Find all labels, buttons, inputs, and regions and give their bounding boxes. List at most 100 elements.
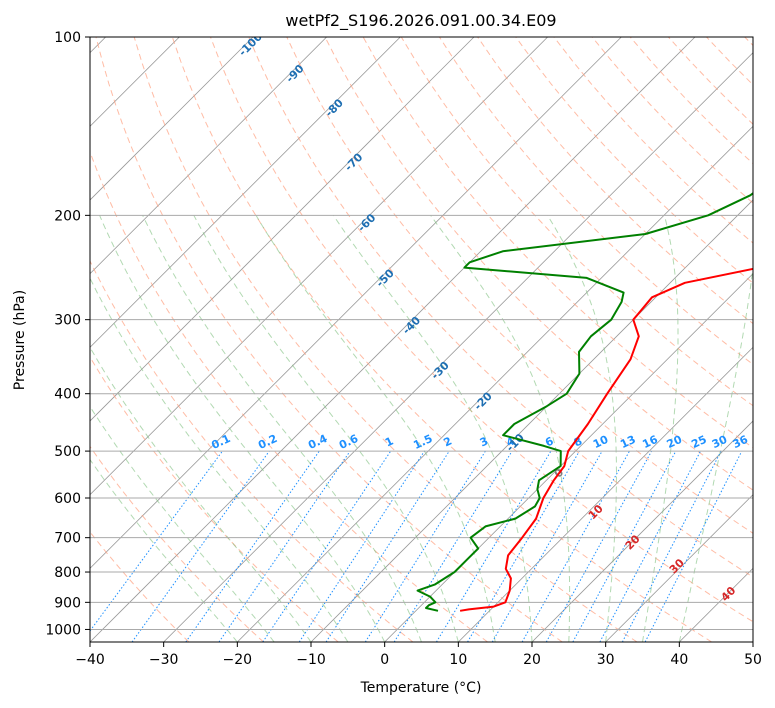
dry-adiabat-line [210, 37, 753, 623]
mixing-ratio-line [545, 450, 653, 642]
isotherm-line [752, 641, 753, 642]
y-tick-label: 700 [54, 531, 81, 547]
y-tick-label: 900 [54, 595, 81, 611]
moist-adiabat-line [90, 277, 349, 642]
isotherm-line [90, 37, 254, 201]
dry-adiabat-line [668, 37, 753, 125]
dry-adiabat-line [553, 37, 753, 244]
isotherm-line [679, 567, 753, 642]
mixing-ratio-label: 30 [710, 433, 730, 451]
y-axis-title: Pressure (hPa) [12, 290, 28, 390]
isotherm-label: -30 [429, 359, 452, 382]
dry-adiabat-line [90, 445, 264, 642]
dry-adiabat-line [515, 37, 753, 284]
mixing-ratio-line [262, 450, 392, 642]
mixing-ratio-line [185, 450, 320, 642]
mixing-ratio-line [572, 450, 677, 642]
moist-adiabat-line [332, 215, 533, 642]
moist-adiabat-line [193, 215, 459, 642]
isotherm-line [90, 37, 622, 569]
x-tick-label: 0 [380, 652, 389, 668]
y-tick-label: 200 [54, 208, 81, 224]
moist-adiabat-line [142, 215, 422, 642]
y-tick-label: 300 [54, 313, 81, 329]
mixing-ratio-label: 13 [618, 433, 637, 451]
mixing-ratio-label: 3 [478, 434, 490, 449]
isotherm-line [310, 199, 753, 642]
dry-adiabat-line [706, 37, 753, 86]
isotherm-label: -60 [355, 211, 378, 234]
dry-adiabat-line [286, 37, 753, 534]
isotherm-line [531, 420, 753, 642]
isotherm-line [90, 37, 696, 642]
isotherm-line [90, 37, 475, 422]
isotherm-line [90, 37, 401, 348]
isotherm-label: -80 [323, 96, 346, 119]
wet-bulb-label: 20 [623, 532, 643, 552]
x-axis: −40 −30 −20 −10 0 10 20 30 40 50 [75, 642, 762, 668]
mixing-ratio-line [90, 450, 223, 632]
isotherm-label: -90 [283, 62, 306, 85]
x-tick-label: 20 [523, 652, 541, 668]
mixing-ratio-label: 0.1 [209, 432, 232, 452]
dry-adiabat-line [324, 37, 753, 491]
dry-adiabat-line [90, 150, 488, 642]
isotherm-line [605, 494, 753, 642]
mixing-ratio-line [644, 450, 743, 642]
x-tick-label: −40 [75, 652, 105, 668]
moist-adiabat-line [642, 215, 679, 642]
moist-adiabat-line [678, 264, 753, 642]
isotherm-line [384, 273, 753, 642]
y-tick-label: 500 [54, 444, 81, 460]
plot-area: 0.1 0.2 0.4 0.6 1 1.5 2 3 4 6 8 10 13 16 20 25 30 36-100-… [90, 30, 753, 642]
isotherm-line [90, 37, 548, 496]
isotherm-label: -100 [236, 30, 265, 59]
wet-bulb-label: 10 [586, 502, 606, 522]
mixing-ratio-line [621, 450, 722, 642]
isotherm-line [163, 52, 753, 642]
isotherm-label: -50 [374, 266, 397, 289]
moist-adiabat-line [90, 458, 238, 642]
dry-adiabat-line [248, 37, 753, 578]
mixing-ratio-line [521, 450, 630, 642]
temperature-profile-line [459, 267, 753, 612]
dry-adiabat-line [438, 37, 753, 366]
dry-adiabat-line [591, 37, 753, 204]
moist-adiabat-line [430, 215, 571, 642]
dry-adiabat-line [95, 37, 563, 642]
x-tick-label: 50 [744, 652, 762, 668]
dry-adiabat-line [171, 37, 712, 642]
wet-bulb-label: 30 [667, 556, 687, 576]
moist-adiabat-line [99, 215, 386, 642]
x-tick-label: −10 [296, 652, 326, 668]
x-tick-label: 30 [597, 652, 615, 668]
mixing-ratio-line [325, 450, 450, 642]
mixing-ratio-line [298, 450, 425, 642]
x-tick-label: −20 [223, 652, 253, 668]
isotherm-line [90, 37, 327, 275]
mixing-ratio-line [599, 450, 701, 642]
mixing-ratio-label: 16 [640, 433, 660, 451]
mixing-ratio-label: 36 [731, 433, 751, 451]
y-tick-label: 800 [54, 565, 81, 581]
mixing-ratio-label: 1 [383, 434, 395, 449]
mixing-ratio-line [393, 450, 513, 642]
x-tick-label: 40 [670, 652, 688, 668]
dry-adiabat-line [133, 37, 638, 642]
mixing-ratio-line [131, 450, 270, 642]
isotherm-line [458, 346, 753, 642]
mixing-ratio-label: 1.5 [411, 432, 434, 452]
y-tick-label: 600 [54, 491, 81, 507]
isotherm-line [237, 125, 753, 642]
dry-adiabat-line [744, 37, 753, 47]
y-tick-label: 100 [54, 30, 81, 46]
moist-adiabat-line [90, 405, 275, 642]
wet-bulb-label: 40 [718, 584, 738, 604]
mixing-ratio-label: 0.4 [306, 432, 329, 452]
x-axis-title: Temperature (°C) [360, 680, 482, 696]
mixing-ratio-label: 20 [665, 433, 685, 451]
mixing-ratio-label: 10 [591, 433, 611, 451]
x-tick-label: −30 [149, 652, 179, 668]
mixing-ratio-label: 0.2 [256, 432, 279, 452]
